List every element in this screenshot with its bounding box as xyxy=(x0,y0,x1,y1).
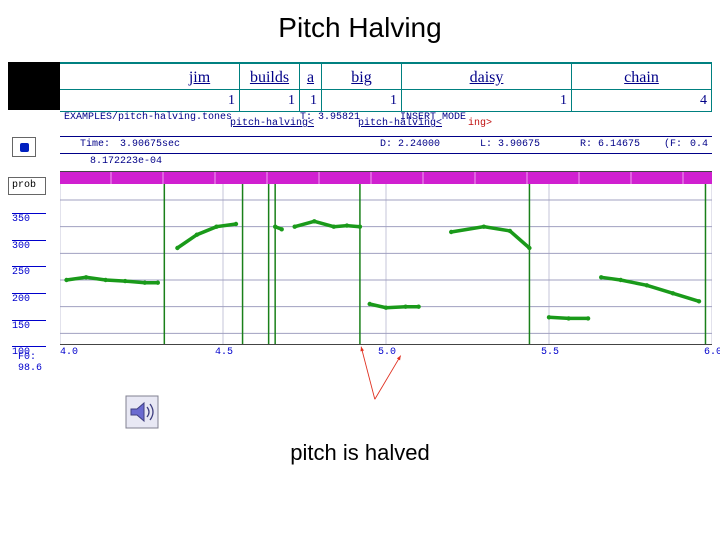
app-screenshot: prob 100150200250300350 F0: 98.6 jimbuil… xyxy=(8,62,712,362)
x-tick: 4.0 xyxy=(60,347,78,358)
time-label: Time: xyxy=(80,139,110,150)
d-value: D: 2.24000 xyxy=(380,139,440,150)
f0-readout: F0: 98.6 xyxy=(18,352,60,374)
waveform-strip xyxy=(60,172,712,184)
x-tick: 6.0 xyxy=(704,347,720,358)
word-cell[interactable]: jim xyxy=(160,64,240,92)
pitch-chart[interactable] xyxy=(60,184,712,344)
y-axis-ticks: 100150200250300350 xyxy=(8,197,50,357)
slide-title: Pitch Halving xyxy=(0,12,720,44)
f-value: 0.4 xyxy=(690,139,708,150)
time-value: 3.90675sec xyxy=(120,139,180,150)
pitch-svg xyxy=(60,184,712,344)
number-tier[interactable]: 111114 xyxy=(60,90,712,112)
number-cell[interactable]: 1 xyxy=(300,90,322,112)
status-bar: EXAMPLES/pitch-halving.tones pitch-halvi… xyxy=(60,112,712,136)
y-tick: 150 xyxy=(12,320,46,332)
f-label: (F: xyxy=(664,139,682,150)
number-cell[interactable]: 4 xyxy=(572,90,712,112)
number-cell[interactable]: 1 xyxy=(160,90,240,112)
insert-mode: INSERT MODE xyxy=(400,112,466,123)
y-tick: 350 xyxy=(12,213,46,225)
word-cell[interactable]: big xyxy=(322,64,402,92)
slide-root: Pitch Halving prob 100150200250300350 F0… xyxy=(0,0,720,540)
prob-value: 8.172223e-04 xyxy=(90,156,162,167)
word-cell[interactable]: a xyxy=(300,64,322,92)
prob-label: prob xyxy=(8,177,46,195)
record-indicator[interactable] xyxy=(12,137,36,157)
word-cell[interactable]: daisy xyxy=(402,64,572,92)
number-cell[interactable]: 1 xyxy=(402,90,572,112)
main-panel: jimbuildsabigdaisychain 111114 EXAMPLES/… xyxy=(60,62,712,362)
y-tick: 200 xyxy=(12,293,46,305)
r-value: R: 6.14675 xyxy=(580,139,640,150)
prob-row: 8.172223e-04 xyxy=(60,154,712,172)
word-cell[interactable]: chain xyxy=(572,64,712,92)
file-path: EXAMPLES/pitch-halving.tones xyxy=(64,112,232,123)
number-cell[interactable]: 1 xyxy=(240,90,300,112)
speaker-icon[interactable] xyxy=(125,395,159,429)
number-cell[interactable]: 1 xyxy=(322,90,402,112)
y-tick: 250 xyxy=(12,266,46,278)
left-gutter: prob 100150200250300350 F0: 98.6 xyxy=(8,62,60,362)
x-axis: 4.04.55.05.56.0 xyxy=(60,344,712,362)
word-cell[interactable]: builds xyxy=(240,64,300,92)
selection-marker xyxy=(8,62,60,110)
x-tick: 5.0 xyxy=(378,347,396,358)
y-tick: 300 xyxy=(12,240,46,252)
t-value: T: 3.95821 xyxy=(300,112,360,123)
time-row: Time: 3.90675sec D: 2.24000 L: 3.90675 R… xyxy=(60,136,712,154)
word-tier[interactable]: jimbuildsabigdaisychain xyxy=(60,62,712,90)
l-value: L: 3.90675 xyxy=(480,139,540,150)
x-tick: 4.5 xyxy=(215,347,233,358)
x-tick: 5.5 xyxy=(541,347,559,358)
tag-text-3: ing> xyxy=(468,118,492,129)
slide-caption: pitch is halved xyxy=(0,440,720,466)
